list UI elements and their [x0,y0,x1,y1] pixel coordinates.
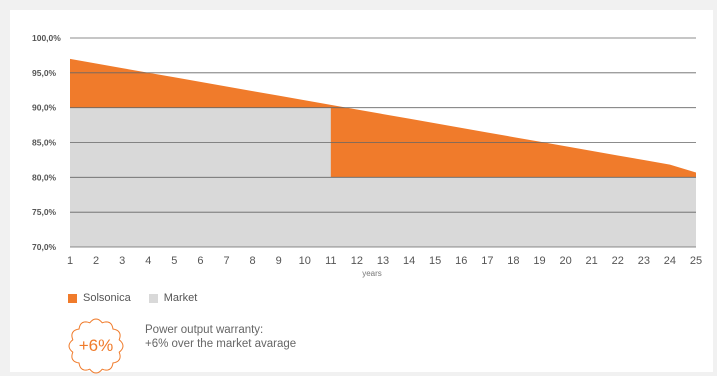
x-tick-label: 19 [533,255,545,267]
y-tick-label: 90,0% [32,103,57,113]
x-tick-label: 3 [119,255,125,267]
x-tick-label: 24 [664,255,676,267]
x-tick-label: 25 [690,255,702,267]
legend-item-market: Market [148,292,198,304]
legend-label-solsonica: Solsonica [83,292,131,304]
y-tick-label: 85,0% [32,138,57,148]
x-axis-ticks: 1 2 3 4 5 6 7 8 9 10 11 12 13 14 15 16 17 18 19 20 21 22 23 24 2… [67,255,702,267]
legend-swatch-market [148,293,158,303]
warranty-detail: +6% over the market avarage [145,338,297,350]
x-tick-label: 7 [223,255,229,267]
x-tick-label: 9 [276,255,282,267]
x-tick-label: 10 [299,255,311,267]
chart-legend: Solsonica Market [68,292,197,304]
x-axis-label: years [362,269,382,278]
x-tick-label: 22 [612,255,624,267]
x-tick-label: 14 [403,255,415,267]
x-tick-label: 11 [325,255,336,267]
x-tick-label: 8 [250,255,256,267]
warranty-note: Power output warranty: +6% over the mark… [145,323,296,351]
x-tick-label: 2 [93,255,99,267]
x-tick-label: 15 [429,255,441,267]
x-tick-label: 6 [197,255,203,267]
x-tick-label: 16 [455,255,467,267]
y-tick-label: 70,0% [32,242,57,252]
x-tick-label: 13 [377,255,389,267]
chart-gridlines [70,37,696,248]
x-tick-label: 1 [67,255,73,267]
x-tick-label: 18 [507,255,519,267]
x-tick-label: 23 [638,255,650,267]
legend-swatch-solsonica [68,293,77,303]
warranty-title: Power output warranty: [145,324,264,336]
y-tick-label: 80,0% [32,172,57,182]
y-tick-label: 75,0% [32,207,57,217]
x-tick-label: 12 [351,255,363,267]
y-tick-label: 95,0% [32,68,57,78]
chart-areas [70,58,696,248]
badge-text: +6% [78,336,114,355]
scalloped-badge-icon [68,318,124,374]
y-tick-label: 100,0% [32,33,61,43]
x-tick-label: 4 [145,255,151,267]
plus-six-percent-badge: +6% [66,316,126,376]
y-axis-ticks: 100,0% 95,0% 90,0% 85,0% 80,0% 75,0% 70,0% [32,33,61,252]
x-tick-label: 5 [171,255,177,267]
legend-label-market: Market [163,292,198,304]
x-tick-label: 17 [481,255,493,267]
legend-item-solsonica: Solsonica [68,292,131,304]
x-tick-label: 21 [586,255,598,267]
x-tick-label: 20 [559,255,571,267]
